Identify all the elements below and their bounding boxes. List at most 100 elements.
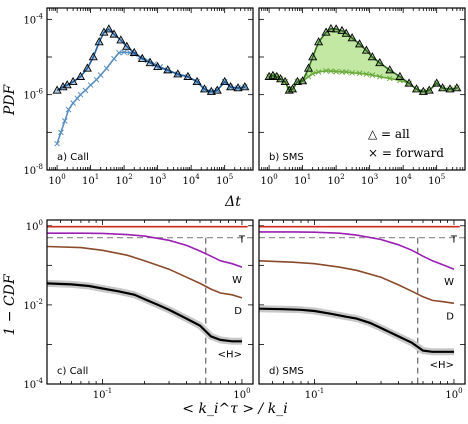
marker-triangle <box>145 57 155 67</box>
marker-x <box>103 65 110 72</box>
marker-x <box>356 70 363 77</box>
axes-frame <box>46 7 254 171</box>
marker-x <box>116 49 122 56</box>
x-tick-label: 102 <box>328 173 345 187</box>
marker-triangle <box>109 29 119 38</box>
marker-triangle <box>226 82 236 91</box>
axes-frame <box>46 219 254 385</box>
plot-area <box>52 24 250 147</box>
x-tick-label: 100 <box>233 387 250 401</box>
series-label-W: W <box>232 275 242 286</box>
marker-triangle <box>233 83 243 92</box>
marker-triangle <box>192 76 202 86</box>
marker-triangle <box>68 76 78 86</box>
marker-triangle <box>284 85 294 94</box>
marker-x <box>315 69 322 75</box>
top-y-axis-label: PDF <box>2 84 18 117</box>
x-tick-label: 101 <box>82 173 99 187</box>
marker-triangle <box>375 57 385 67</box>
marker-triangle <box>264 71 274 80</box>
marker-x <box>386 75 393 82</box>
legend-all: △ = all <box>368 127 410 141</box>
x-tick-label: 103 <box>149 173 166 187</box>
marker-triangle <box>424 85 434 94</box>
marker-triangle <box>341 28 351 37</box>
series-line-H <box>47 282 242 343</box>
marker-triangle <box>326 23 336 33</box>
marker-triangle <box>303 63 314 72</box>
marker-triangle <box>404 78 414 87</box>
marker-triangle <box>220 76 230 86</box>
panel-c-call: 10-1 100 10-4 10-2 100 T W D <H> c) Call <box>23 219 254 401</box>
series-band-H <box>47 279 242 345</box>
legend-forward: × = forward <box>368 146 444 160</box>
plot-area <box>264 23 462 95</box>
x-tick-label: 105 <box>216 173 233 187</box>
marker-triangle <box>298 76 308 85</box>
marker-triangle <box>411 84 422 93</box>
marker-x <box>343 69 350 75</box>
series-label-T: T <box>238 235 246 246</box>
series-line-W <box>259 231 455 270</box>
y-tick-label: 10-8 <box>23 163 43 177</box>
marker-triangle <box>287 84 298 93</box>
x-tick-label: 101 <box>294 173 311 187</box>
marker-triangle <box>88 52 98 61</box>
bottom-x-axis-label: < k_i^τ > / k_i <box>182 401 287 417</box>
marker-x <box>77 91 84 98</box>
x-tick-label: 104 <box>395 173 413 187</box>
marker-triangle <box>153 61 163 71</box>
marker-x <box>369 72 376 78</box>
x-tick-label: 100 <box>445 387 462 401</box>
y-tick-label: 10-2 <box>23 298 43 312</box>
series-label-W: W <box>444 277 454 288</box>
marker-triangle <box>354 39 365 48</box>
marker-triangle <box>129 47 139 56</box>
axes-frame <box>258 219 466 385</box>
marker-x <box>309 70 316 77</box>
marker-triangle <box>452 83 462 92</box>
y-tick-label: 100 <box>26 219 43 233</box>
series-label-H: <H> <box>218 349 242 360</box>
series-line-W <box>47 232 243 268</box>
x-tick-label: 100 <box>48 173 65 187</box>
marker-triangle <box>104 24 114 33</box>
marker-triangle <box>82 63 92 72</box>
marker-x <box>323 67 329 74</box>
marker-triangle <box>122 41 132 50</box>
marker-triangle <box>308 52 318 61</box>
series-line-H <box>259 307 454 353</box>
series-label-H: <H> <box>430 360 454 371</box>
marker-x <box>305 73 312 80</box>
marker-x <box>333 68 339 75</box>
marker-triangle <box>276 74 286 83</box>
series-line-D <box>47 245 243 299</box>
x-tick-label: 100 <box>260 173 277 187</box>
plot-area <box>47 225 253 384</box>
panel-b-sms: 100 101 102 103 104 105 b) SMS <box>258 7 466 187</box>
marker-x <box>70 100 76 106</box>
x-tick-label: 105 <box>428 173 445 187</box>
marker-triangle <box>445 84 455 93</box>
y-tick-label: 10-4 <box>23 12 43 26</box>
marker-triangle <box>280 76 290 86</box>
marker-triangle <box>240 82 250 91</box>
x-tick-label: 10-1 <box>93 387 113 401</box>
plot-area <box>259 225 465 384</box>
marker-triangle <box>173 69 183 78</box>
marker-triangle <box>367 52 377 61</box>
series-label-T: T <box>450 235 458 246</box>
axes-frame <box>258 7 466 171</box>
marker-x <box>339 69 345 75</box>
series-label-D: D <box>234 306 242 317</box>
marker-triangle <box>385 65 395 74</box>
marker-triangle <box>361 45 371 54</box>
marker-x <box>93 76 100 83</box>
marker-x <box>121 49 127 55</box>
marker-x <box>65 106 72 113</box>
marker-x <box>363 71 370 78</box>
marker-triangle <box>94 37 104 46</box>
marker-x <box>328 68 334 75</box>
marker-x <box>111 55 117 62</box>
